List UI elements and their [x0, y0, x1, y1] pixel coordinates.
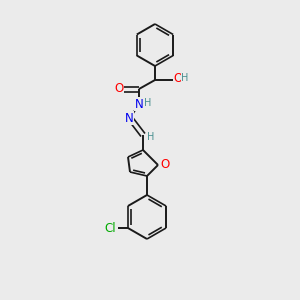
- Text: N: N: [135, 98, 143, 110]
- Text: O: O: [160, 158, 169, 170]
- Text: H: H: [144, 98, 152, 108]
- Text: H: H: [181, 73, 189, 83]
- Text: Cl: Cl: [104, 221, 116, 235]
- Text: N: N: [124, 112, 134, 124]
- Text: O: O: [173, 73, 183, 85]
- Text: H: H: [147, 132, 155, 142]
- Text: O: O: [114, 82, 124, 95]
